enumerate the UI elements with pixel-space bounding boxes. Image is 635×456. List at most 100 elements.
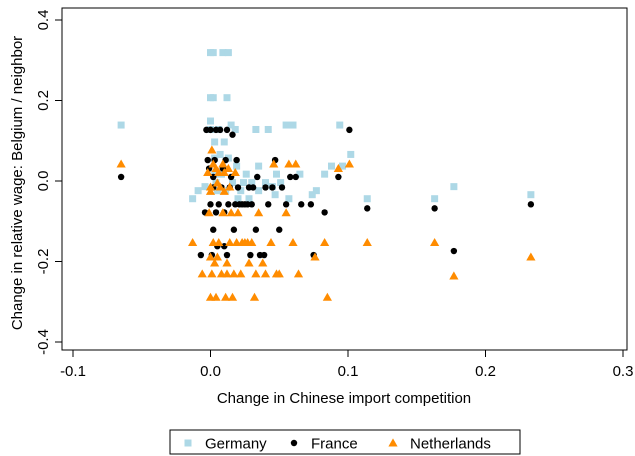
france-point bbox=[197, 251, 205, 259]
netherlands-point bbox=[322, 292, 332, 301]
germany-point bbox=[216, 150, 224, 158]
france-point bbox=[229, 131, 236, 138]
netherlands-point bbox=[197, 269, 207, 278]
netherlands-point bbox=[205, 252, 216, 261]
france-point bbox=[450, 247, 458, 255]
x-tick-label: 0.2 bbox=[475, 363, 496, 380]
france-point bbox=[431, 205, 438, 212]
netherlands-point bbox=[188, 237, 198, 247]
france-point bbox=[527, 201, 535, 208]
france-point bbox=[269, 184, 276, 191]
x-tick-label: 0.0 bbox=[200, 363, 221, 380]
germany-point bbox=[234, 195, 242, 203]
netherlands-point bbox=[258, 258, 268, 267]
netherlands-point bbox=[244, 258, 254, 267]
netherlands-point bbox=[526, 252, 536, 261]
germany-point bbox=[233, 162, 241, 170]
netherlands-point bbox=[310, 252, 320, 261]
netherlands-point bbox=[236, 269, 246, 278]
netherlands-point bbox=[430, 237, 440, 247]
france-point bbox=[221, 243, 228, 250]
france-point bbox=[210, 226, 217, 233]
netherlands-point bbox=[218, 208, 228, 217]
germany-point bbox=[201, 183, 209, 191]
germany-point bbox=[220, 138, 228, 146]
germany-point bbox=[189, 195, 197, 203]
germany-point bbox=[240, 179, 247, 187]
germany-point bbox=[450, 183, 458, 191]
x-axis: -0.1 0.0 0.1 0.2 0.3 bbox=[60, 349, 634, 380]
france-point bbox=[252, 226, 260, 233]
germany-point bbox=[308, 191, 316, 199]
france-point bbox=[287, 173, 294, 181]
germany-point bbox=[336, 121, 344, 129]
france-point bbox=[292, 173, 299, 181]
x-tick-label: 0.1 bbox=[338, 363, 359, 380]
germany-point bbox=[224, 154, 232, 162]
x-tick-label: -0.1 bbox=[60, 363, 86, 380]
germany-point bbox=[289, 121, 297, 129]
netherlands-point bbox=[333, 163, 343, 172]
france-point bbox=[249, 184, 257, 191]
germany-point bbox=[117, 121, 125, 129]
series-france bbox=[117, 126, 535, 259]
germany-point bbox=[363, 195, 371, 203]
netherlands-point bbox=[449, 271, 459, 280]
germany-point bbox=[262, 179, 269, 187]
netherlands-point bbox=[214, 237, 224, 247]
netherlands-point bbox=[274, 269, 284, 278]
germany-point bbox=[321, 170, 329, 178]
france-point bbox=[247, 251, 254, 259]
france-point bbox=[346, 126, 353, 134]
legend-label-netherlands: Netherlands bbox=[410, 436, 491, 453]
germany-point bbox=[207, 117, 214, 125]
netherlands-point bbox=[291, 159, 301, 168]
netherlands-point bbox=[229, 269, 239, 278]
netherlands-point bbox=[251, 269, 261, 278]
netherlands-point bbox=[211, 292, 221, 301]
netherlands-point bbox=[281, 208, 291, 217]
legend-box bbox=[169, 429, 521, 455]
netherlands-point bbox=[225, 182, 235, 191]
netherlands-point bbox=[116, 159, 126, 168]
netherlands-point bbox=[293, 269, 304, 278]
france-point bbox=[207, 201, 214, 208]
data-points bbox=[116, 49, 536, 301]
netherlands-point bbox=[225, 237, 235, 247]
y-tick-label: 0.2 bbox=[35, 90, 52, 111]
netherlands-point bbox=[288, 237, 298, 247]
france-point bbox=[248, 201, 255, 208]
germany-point bbox=[312, 187, 320, 195]
germany-point bbox=[264, 125, 272, 133]
france-point bbox=[260, 251, 268, 259]
netherlands-point bbox=[269, 159, 279, 168]
legend-label-germany: Germany bbox=[205, 436, 267, 453]
france-point bbox=[204, 156, 211, 164]
france-point bbox=[216, 126, 224, 134]
x-tick-label: 0.3 bbox=[613, 363, 634, 380]
netherlands-point bbox=[233, 208, 243, 217]
y-tick-label: 0.4 bbox=[35, 10, 52, 31]
netherlands-point bbox=[207, 145, 217, 154]
germany-point bbox=[227, 121, 235, 129]
netherlands-point bbox=[230, 167, 240, 176]
germany-point bbox=[277, 179, 285, 187]
netherlands-point bbox=[218, 159, 228, 168]
germany-point bbox=[231, 125, 239, 133]
france-point bbox=[215, 201, 222, 208]
legend-marker-netherlands bbox=[388, 438, 398, 447]
netherlands-point bbox=[222, 258, 232, 267]
netherlands-point bbox=[223, 163, 233, 172]
germany-point bbox=[211, 138, 219, 146]
france-point bbox=[265, 201, 272, 208]
germany-point bbox=[209, 94, 217, 102]
france-point bbox=[278, 184, 286, 191]
france-point bbox=[276, 226, 283, 233]
france-point bbox=[223, 251, 231, 259]
france-point bbox=[223, 126, 231, 134]
france-point bbox=[298, 201, 305, 208]
legend-label-france: France bbox=[311, 436, 358, 453]
x-axis-title: Change in Chinese import competition bbox=[217, 390, 471, 407]
series-netherlands bbox=[116, 145, 536, 301]
germany-point bbox=[328, 162, 335, 170]
